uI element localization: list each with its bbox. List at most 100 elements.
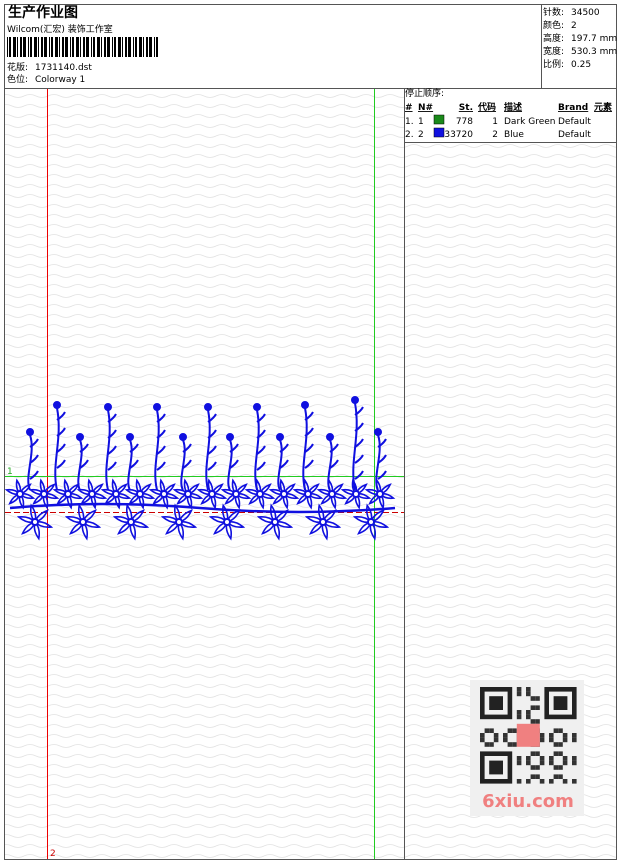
leaf <box>207 413 217 423</box>
leaf <box>156 461 166 471</box>
leaf <box>129 443 139 453</box>
petal <box>82 509 97 523</box>
stat-value: 0.25 <box>571 60 591 70</box>
row-needle: 2 <box>418 130 424 140</box>
leaf <box>229 443 239 453</box>
stat-value: 2 <box>571 21 577 31</box>
leaf <box>354 422 364 432</box>
qr-module <box>553 774 559 779</box>
bar-stripe <box>149 37 152 57</box>
qr-module <box>558 728 563 733</box>
bar-stripe <box>143 37 144 57</box>
leaf <box>354 454 364 464</box>
petal <box>317 503 325 523</box>
petal <box>226 520 246 528</box>
stat-label: 宽度: <box>543 45 564 57</box>
row-stitches: 778 <box>456 117 473 127</box>
bar-stripe <box>51 37 53 57</box>
petal <box>33 521 41 541</box>
bar-stripe <box>101 37 102 57</box>
bar-stripe <box>17 37 18 57</box>
field-value: Colorway 1 <box>35 75 85 85</box>
row-brand: Default <box>558 130 591 140</box>
bud <box>153 403 161 411</box>
qr-module <box>558 765 563 770</box>
petal <box>178 520 198 528</box>
qr-module <box>558 742 563 747</box>
qr-module <box>562 756 568 761</box>
qr-module <box>526 691 531 697</box>
petal <box>21 521 36 535</box>
qr-module <box>553 728 559 733</box>
flower-center <box>31 518 39 526</box>
row-description: Blue <box>504 130 524 140</box>
leaf <box>56 459 66 469</box>
qr-module <box>489 728 494 733</box>
bar-stripe <box>93 37 95 57</box>
design-area <box>5 89 404 859</box>
petal <box>274 509 289 523</box>
flower-center <box>16 490 24 498</box>
flower-center <box>280 490 288 498</box>
qr-module <box>572 760 577 766</box>
watermark: 6xiu.com <box>482 791 574 812</box>
flower-center <box>127 518 135 526</box>
bar-stripe <box>125 37 127 57</box>
petal <box>64 516 84 524</box>
qr-module <box>572 779 577 784</box>
bar-stripe <box>30 37 32 57</box>
qr-module <box>558 774 563 779</box>
qr-module <box>535 774 540 779</box>
qr-module <box>539 756 545 761</box>
field-label: 色位: <box>7 73 28 85</box>
petal <box>82 520 102 528</box>
end-marker: 2 <box>50 849 56 859</box>
flower-center <box>319 518 327 526</box>
stat-label: 高度: <box>543 32 564 44</box>
leaf <box>229 459 239 469</box>
bud <box>179 433 187 441</box>
qr-module <box>526 714 531 720</box>
qr-module <box>539 737 545 743</box>
bud <box>301 401 309 409</box>
leaf <box>29 454 39 464</box>
qr-module <box>530 751 536 756</box>
qr-module <box>516 691 522 697</box>
qr-module <box>549 756 554 761</box>
petal <box>69 521 84 535</box>
leaf <box>156 413 166 423</box>
qr-module <box>535 705 540 710</box>
stop-title: 停止顺序: <box>405 87 444 99</box>
petal <box>273 521 281 541</box>
bar-stripe <box>23 37 26 57</box>
leaf <box>354 470 364 480</box>
stat-label: 比例: <box>543 58 564 70</box>
row-code: 2 <box>492 130 498 140</box>
flower-center <box>328 490 336 498</box>
qr-module <box>480 737 485 743</box>
bar-stripe <box>104 37 106 57</box>
bar-stripe <box>72 37 74 57</box>
embroidery <box>4 396 396 541</box>
qr-module <box>512 728 517 733</box>
qr-module <box>553 742 559 747</box>
leaf <box>256 413 266 423</box>
petal <box>221 503 229 523</box>
petal <box>274 520 294 528</box>
bud <box>374 428 382 436</box>
leaf <box>182 459 192 469</box>
band <box>9 502 396 514</box>
row-stitches: 33720 <box>444 130 473 140</box>
leaf <box>354 438 364 448</box>
petal <box>130 509 145 523</box>
bar-stripe <box>65 37 68 57</box>
leaf <box>304 459 314 469</box>
qr-module <box>526 710 531 715</box>
leaf <box>354 406 364 416</box>
bar-stripe <box>91 37 92 57</box>
qr-module <box>489 742 494 747</box>
petal <box>225 521 233 541</box>
bar-stripe <box>41 37 43 57</box>
bar-stripe <box>44 37 47 57</box>
